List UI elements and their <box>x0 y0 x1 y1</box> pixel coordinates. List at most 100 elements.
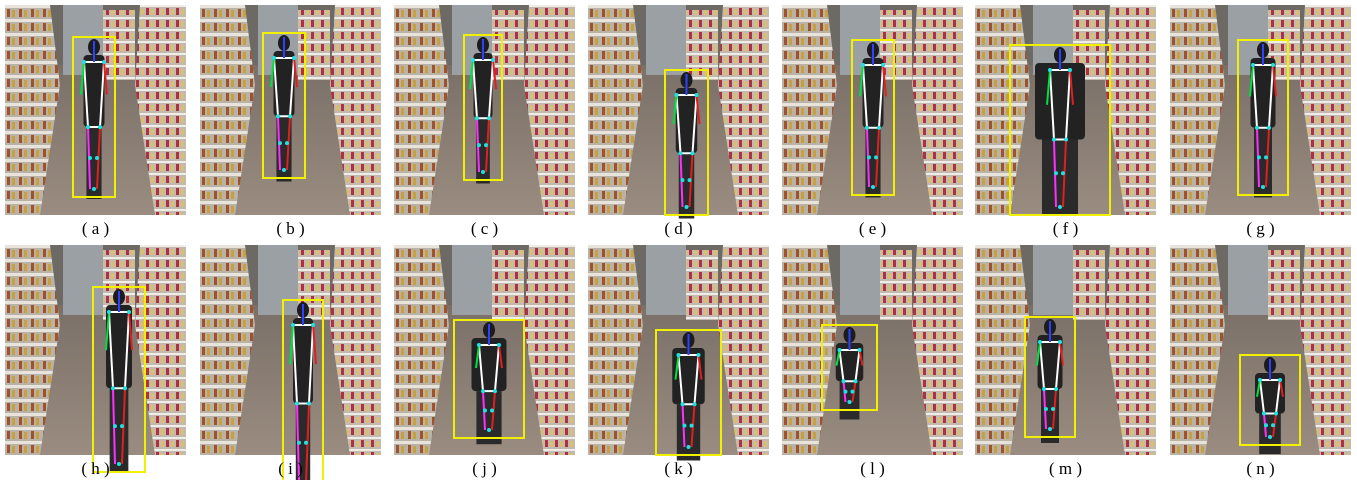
keypoint <box>681 402 685 406</box>
keypoint <box>881 63 885 67</box>
keypoint <box>493 389 497 393</box>
door <box>258 245 298 315</box>
back-shelf <box>880 10 912 80</box>
keypoint <box>1264 155 1268 159</box>
photo-panel <box>975 5 1156 216</box>
panel-label: ( d ) <box>664 219 692 238</box>
person-legs <box>476 391 501 444</box>
keypoint <box>693 402 697 406</box>
photo-panel <box>200 245 381 480</box>
keypoint <box>95 156 99 160</box>
keypoint <box>877 126 881 130</box>
keypoint <box>1264 423 1268 427</box>
keypoint <box>691 151 695 155</box>
door <box>1228 245 1268 315</box>
back-shelf <box>298 10 330 80</box>
person-body <box>1035 63 1085 140</box>
keypoint <box>471 58 475 62</box>
person-legs <box>677 404 700 460</box>
keypoint <box>1061 171 1065 175</box>
keypoint <box>1255 126 1259 130</box>
keypoint <box>677 353 681 357</box>
keypoint <box>107 310 111 314</box>
keypoint <box>844 390 848 394</box>
figure: ( a )( b )( c )( d )( e )( f )( g )( h )… <box>0 0 1357 480</box>
keypoint <box>311 323 315 327</box>
panel-label: ( k ) <box>664 459 692 478</box>
keypoint <box>675 93 679 97</box>
panel-label: ( m ) <box>1049 459 1082 478</box>
keypoint <box>484 143 488 147</box>
keypoint <box>1262 412 1266 416</box>
keypoint <box>858 348 862 352</box>
keypoint <box>490 409 494 413</box>
keypoint <box>98 125 102 129</box>
keypoint <box>117 462 121 466</box>
photo-panel <box>1170 245 1351 455</box>
keypoint <box>88 156 92 160</box>
keypoint <box>688 178 692 182</box>
keypoint <box>292 56 296 60</box>
photo-panel <box>1170 5 1351 215</box>
keypoint <box>871 185 875 189</box>
photo-panel <box>782 5 963 215</box>
keypoint <box>1258 378 1262 382</box>
panel-label: ( a ) <box>82 219 109 238</box>
panel-label: ( e ) <box>859 219 886 238</box>
keypoint <box>288 114 292 118</box>
back-shelf <box>686 250 718 320</box>
keypoint <box>874 155 878 159</box>
panel-label: ( f ) <box>1053 219 1078 238</box>
door <box>63 245 103 315</box>
keypoint <box>285 141 289 145</box>
back-shelf <box>1073 250 1105 320</box>
keypoint <box>86 125 90 129</box>
keypoint <box>272 56 276 60</box>
photo-panel <box>394 5 575 215</box>
photo-panel <box>975 245 1156 455</box>
keypoint <box>304 441 308 445</box>
back-shelf <box>880 250 912 320</box>
back-shelf <box>1268 250 1300 320</box>
keypoint <box>838 348 842 352</box>
door <box>646 5 686 75</box>
keypoint <box>1048 68 1052 72</box>
keypoint <box>477 343 481 347</box>
keypoint <box>481 389 485 393</box>
keypoint <box>475 116 479 120</box>
panel-label: ( j ) <box>472 459 497 478</box>
keypoint <box>1274 412 1278 416</box>
keypoint <box>282 168 286 172</box>
keypoint <box>685 205 689 209</box>
keypoint <box>1271 63 1275 67</box>
keypoint <box>851 390 855 394</box>
back-shelf <box>492 10 524 80</box>
photo-panel <box>588 5 769 219</box>
keypoint <box>842 379 846 383</box>
panel-label: ( g ) <box>1246 219 1274 238</box>
keypoint <box>848 400 852 404</box>
keypoint <box>867 155 871 159</box>
keypoint <box>1051 407 1055 411</box>
photo-panel <box>5 245 186 472</box>
keypoint <box>1064 138 1068 142</box>
keypoint <box>477 143 481 147</box>
door <box>452 245 492 315</box>
keypoint <box>1268 435 1272 439</box>
keypoint <box>1257 155 1261 159</box>
keypoint <box>120 424 124 428</box>
photo-panel <box>588 245 769 461</box>
keypoint <box>92 187 96 191</box>
door <box>646 245 686 315</box>
keypoint <box>127 310 131 314</box>
keypoint <box>681 178 685 182</box>
keypoint <box>307 402 311 406</box>
person-legs <box>1042 140 1078 217</box>
keypoint <box>276 114 280 118</box>
keypoint <box>295 402 299 406</box>
panel-label: ( h ) <box>81 459 109 478</box>
keypoint <box>297 441 301 445</box>
keypoint <box>1044 407 1048 411</box>
keypoint <box>697 353 701 357</box>
keypoint <box>854 379 858 383</box>
